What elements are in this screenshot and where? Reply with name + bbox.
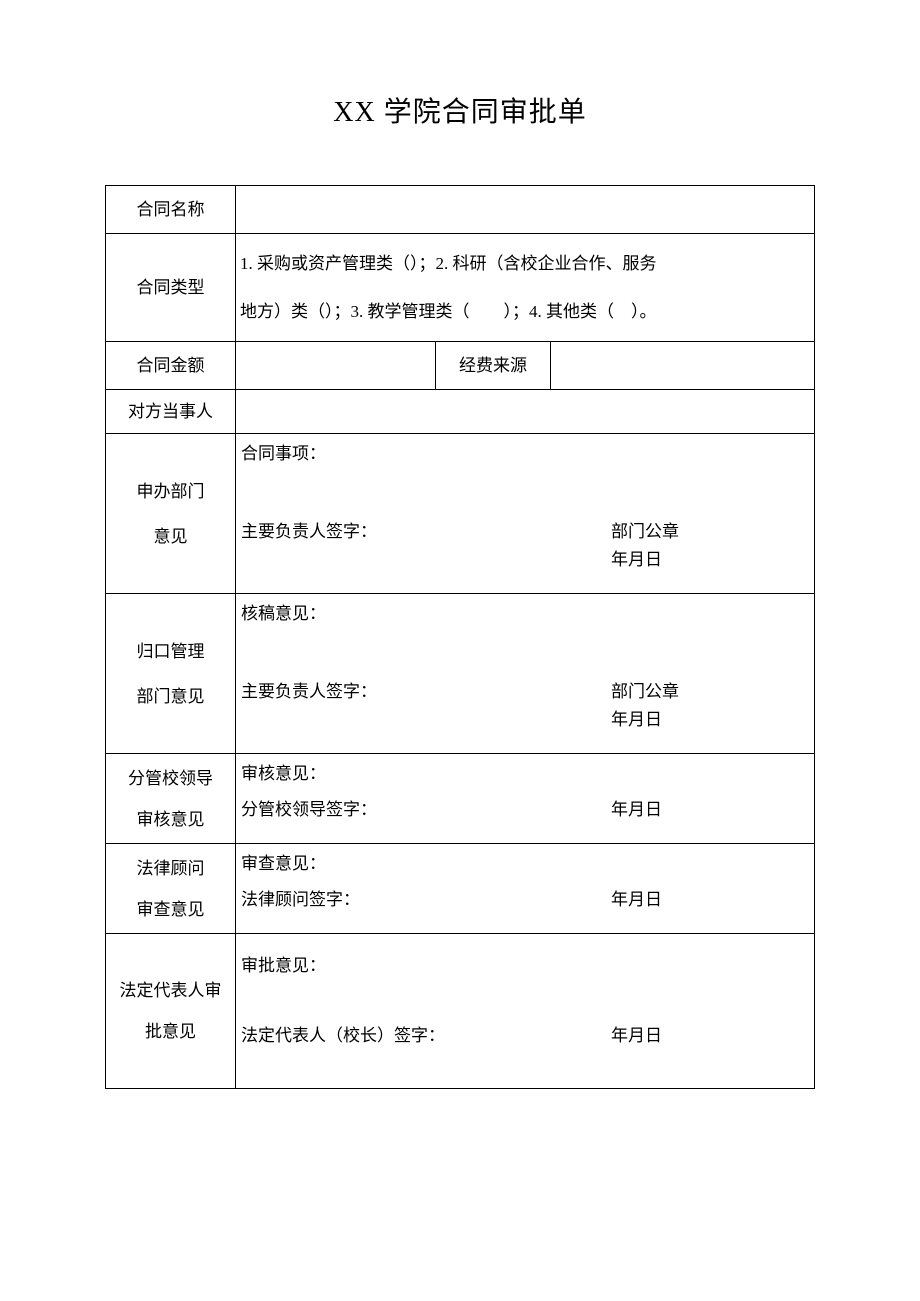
applicant-label-line2: 意见 [110,523,231,550]
row-contract-name: 合同名称 [106,186,815,234]
value-counterparty[interactable] [236,390,815,434]
rep-opinion-label: 审批意见： [241,952,809,979]
leader-opinion-block[interactable]: 审核意见： 分管校领导签字： 年月日 [236,754,815,844]
page-title: XX 学院合同审批单 [105,90,815,130]
leader-label-line2: 审核意见 [110,806,231,833]
label-legal-review: 法律顾问 审查意见 [106,844,236,934]
mgmt-opinion-block[interactable]: 核稿意见： 主要负责人签字： 部门公章 年月日 [236,594,815,754]
value-contract-name[interactable] [236,186,815,234]
legal-label-line1: 法律顾问 [110,855,231,882]
row-leader-review: 分管校领导 审核意见 审核意见： 分管校领导签字： 年月日 [106,754,815,844]
leader-date-label: 年月日 [611,796,662,823]
applicant-label-line1: 申办部门 [110,478,231,505]
mgmt-sig-label: 主要负责人签字： [241,678,377,705]
row-contract-type: 合同类型 1. 采购或资产管理类（）；2. 科研（含校企业合作、服务 地方）类（… [106,234,815,342]
label-leader-review: 分管校领导 审核意见 [106,754,236,844]
label-fund-source: 经费来源 [436,342,551,390]
row-legal-review: 法律顾问 审查意见 审查意见： 法律顾问签字： 年月日 [106,844,815,934]
row-counterparty: 对方当事人 [106,390,815,434]
value-contract-amount[interactable] [236,342,436,390]
legal-date-label: 年月日 [611,886,662,913]
value-contract-type[interactable]: 1. 采购或资产管理类（）；2. 科研（含校企业合作、服务 地方）类（）；3. … [236,234,815,342]
applicant-stamp-label: 部门公章 [611,518,679,545]
row-mgmt-dept: 归口管理 部门意见 核稿意见： 主要负责人签字： 部门公章 年月日 [106,594,815,754]
label-mgmt-dept: 归口管理 部门意见 [106,594,236,754]
applicant-opinion-block[interactable]: 合同事项： 主要负责人签字： 部门公章 年月日 [236,434,815,594]
rep-sig-label: 法定代表人（校长）签字： [241,1022,445,1049]
rep-label-line1: 法定代表人审 [110,977,231,1004]
type-line2: 地方）类（）；3. 教学管理类（ ）；4. 其他类（ ）。 [240,302,657,321]
rep-label-line2: 批意见 [110,1018,231,1045]
leader-label-line1: 分管校领导 [110,765,231,792]
legal-opinion-label: 审查意见： [241,850,809,877]
legal-label-line2: 审查意见 [110,896,231,923]
approval-table: 合同名称 合同类型 1. 采购或资产管理类（）；2. 科研（含校企业合作、服务 … [105,185,815,1089]
label-legal-rep: 法定代表人审 批意见 [106,934,236,1089]
legal-opinion-block[interactable]: 审查意见： 法律顾问签字： 年月日 [236,844,815,934]
legal-sig-label: 法律顾问签字： [241,886,360,913]
leader-sig-label: 分管校领导签字： [241,796,377,823]
row-contract-amount: 合同金额 经费来源 [106,342,815,390]
leader-opinion-label: 审核意见： [241,760,809,787]
rep-opinion-block[interactable]: 审批意见： 法定代表人（校长）签字： 年月日 [236,934,815,1089]
label-contract-amount: 合同金额 [106,342,236,390]
mgmt-stamp-label: 部门公章 [611,678,679,705]
type-line1: 1. 采购或资产管理类（）；2. 科研（含校企业合作、服务 [240,254,657,273]
value-fund-source[interactable] [551,342,815,390]
mgmt-label-line2: 部门意见 [110,683,231,710]
rep-date-label: 年月日 [611,1022,662,1049]
mgmt-review-label: 核稿意见： [241,600,809,627]
mgmt-date-label: 年月日 [611,706,662,733]
mgmt-label-line1: 归口管理 [110,638,231,665]
row-applicant-dept: 申办部门 意见 合同事项： 主要负责人签字： 部门公章 年月日 [106,434,815,594]
applicant-sig-label: 主要负责人签字： [241,518,377,545]
label-contract-type: 合同类型 [106,234,236,342]
applicant-matter-label: 合同事项： [241,440,809,467]
applicant-date-label: 年月日 [611,546,662,573]
label-contract-name: 合同名称 [106,186,236,234]
label-applicant-dept: 申办部门 意见 [106,434,236,594]
label-counterparty: 对方当事人 [106,390,236,434]
row-legal-rep: 法定代表人审 批意见 审批意见： 法定代表人（校长）签字： 年月日 [106,934,815,1089]
